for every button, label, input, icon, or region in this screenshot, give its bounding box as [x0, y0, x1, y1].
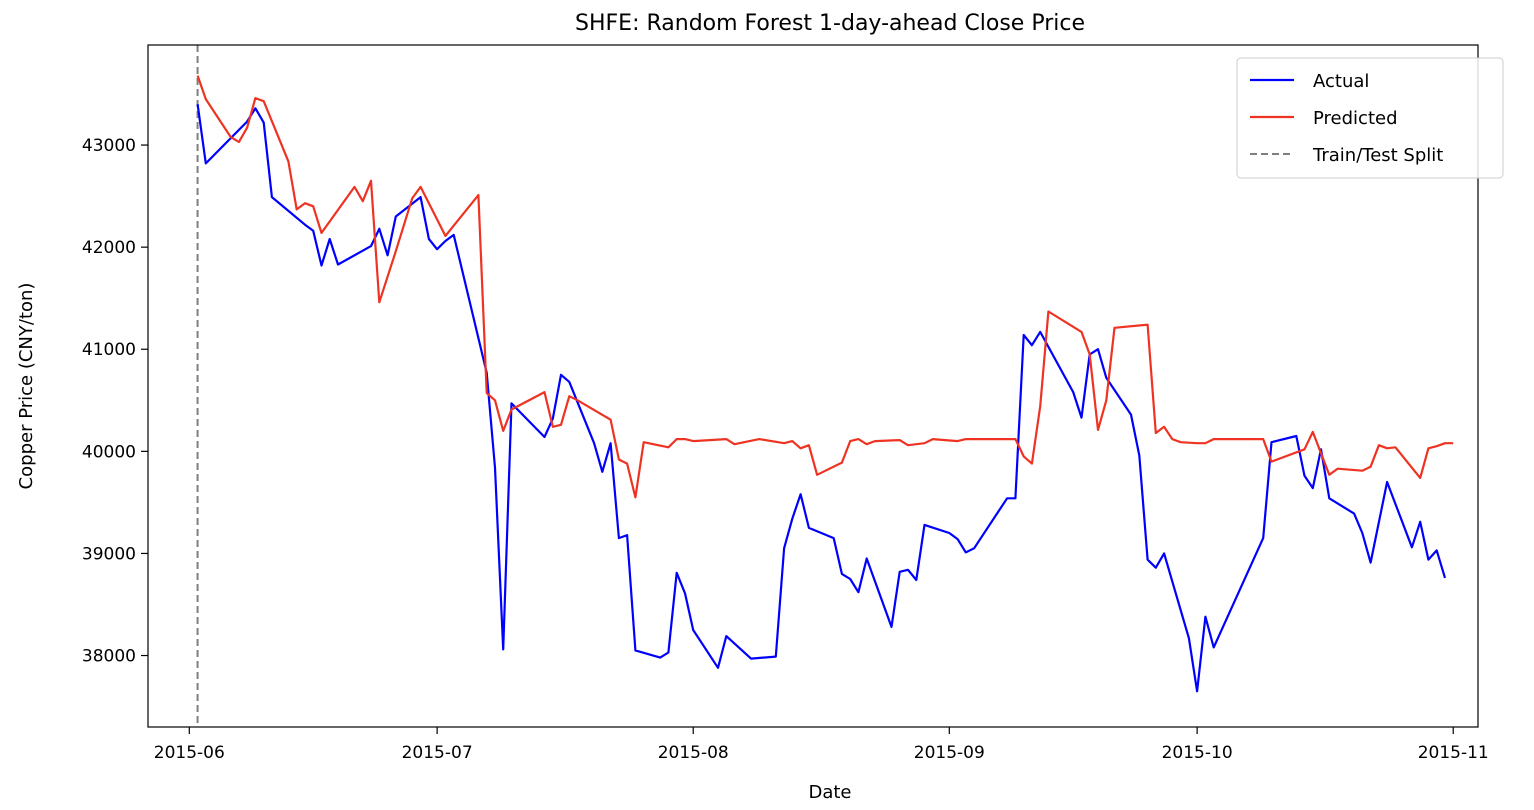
plot-area — [196, 45, 1454, 727]
x-axis-label: Date — [808, 782, 851, 803]
series-line-actual — [196, 104, 1447, 693]
y-axis-label: Copper Price (CNY/ton) — [16, 283, 37, 490]
legend-label-split: Train/Test Split — [1312, 145, 1443, 166]
x-axis: 2015-06 2015-07 2015-08 2015-09 2015-10 2015-… — [154, 727, 1489, 763]
plot-frame — [147, 44, 1479, 728]
legend-box — [1236, 57, 1504, 179]
legend-label-predicted: Predicted — [1313, 108, 1398, 129]
chart-title: SHFE: Random Forest 1-day-ahead Close Pr… — [575, 11, 1085, 36]
x-tick-label: 2015-10 — [1162, 743, 1233, 763]
y-tick-label: 41000 — [82, 340, 136, 360]
y-tick-label: 42000 — [82, 238, 136, 258]
x-tick-label: 2015-07 — [402, 743, 473, 763]
x-tick-label: 2015-08 — [658, 743, 729, 763]
series-line-predicted — [196, 75, 1454, 499]
y-tick-label: 43000 — [82, 136, 136, 156]
y-tick-label: 38000 — [82, 647, 136, 667]
y-tick-label: 39000 — [82, 544, 136, 564]
x-tick-label: 2015-09 — [914, 743, 985, 763]
legend: Actual Predicted Train/Test Split — [1236, 57, 1504, 179]
y-tick-label: 40000 — [82, 442, 136, 462]
legend-label-actual: Actual — [1313, 71, 1369, 92]
x-tick-label: 2015-06 — [154, 743, 225, 763]
x-tick-label: 2015-11 — [1418, 743, 1489, 763]
y-axis: 38000 39000 40000 41000 42000 43000 — [82, 136, 148, 667]
